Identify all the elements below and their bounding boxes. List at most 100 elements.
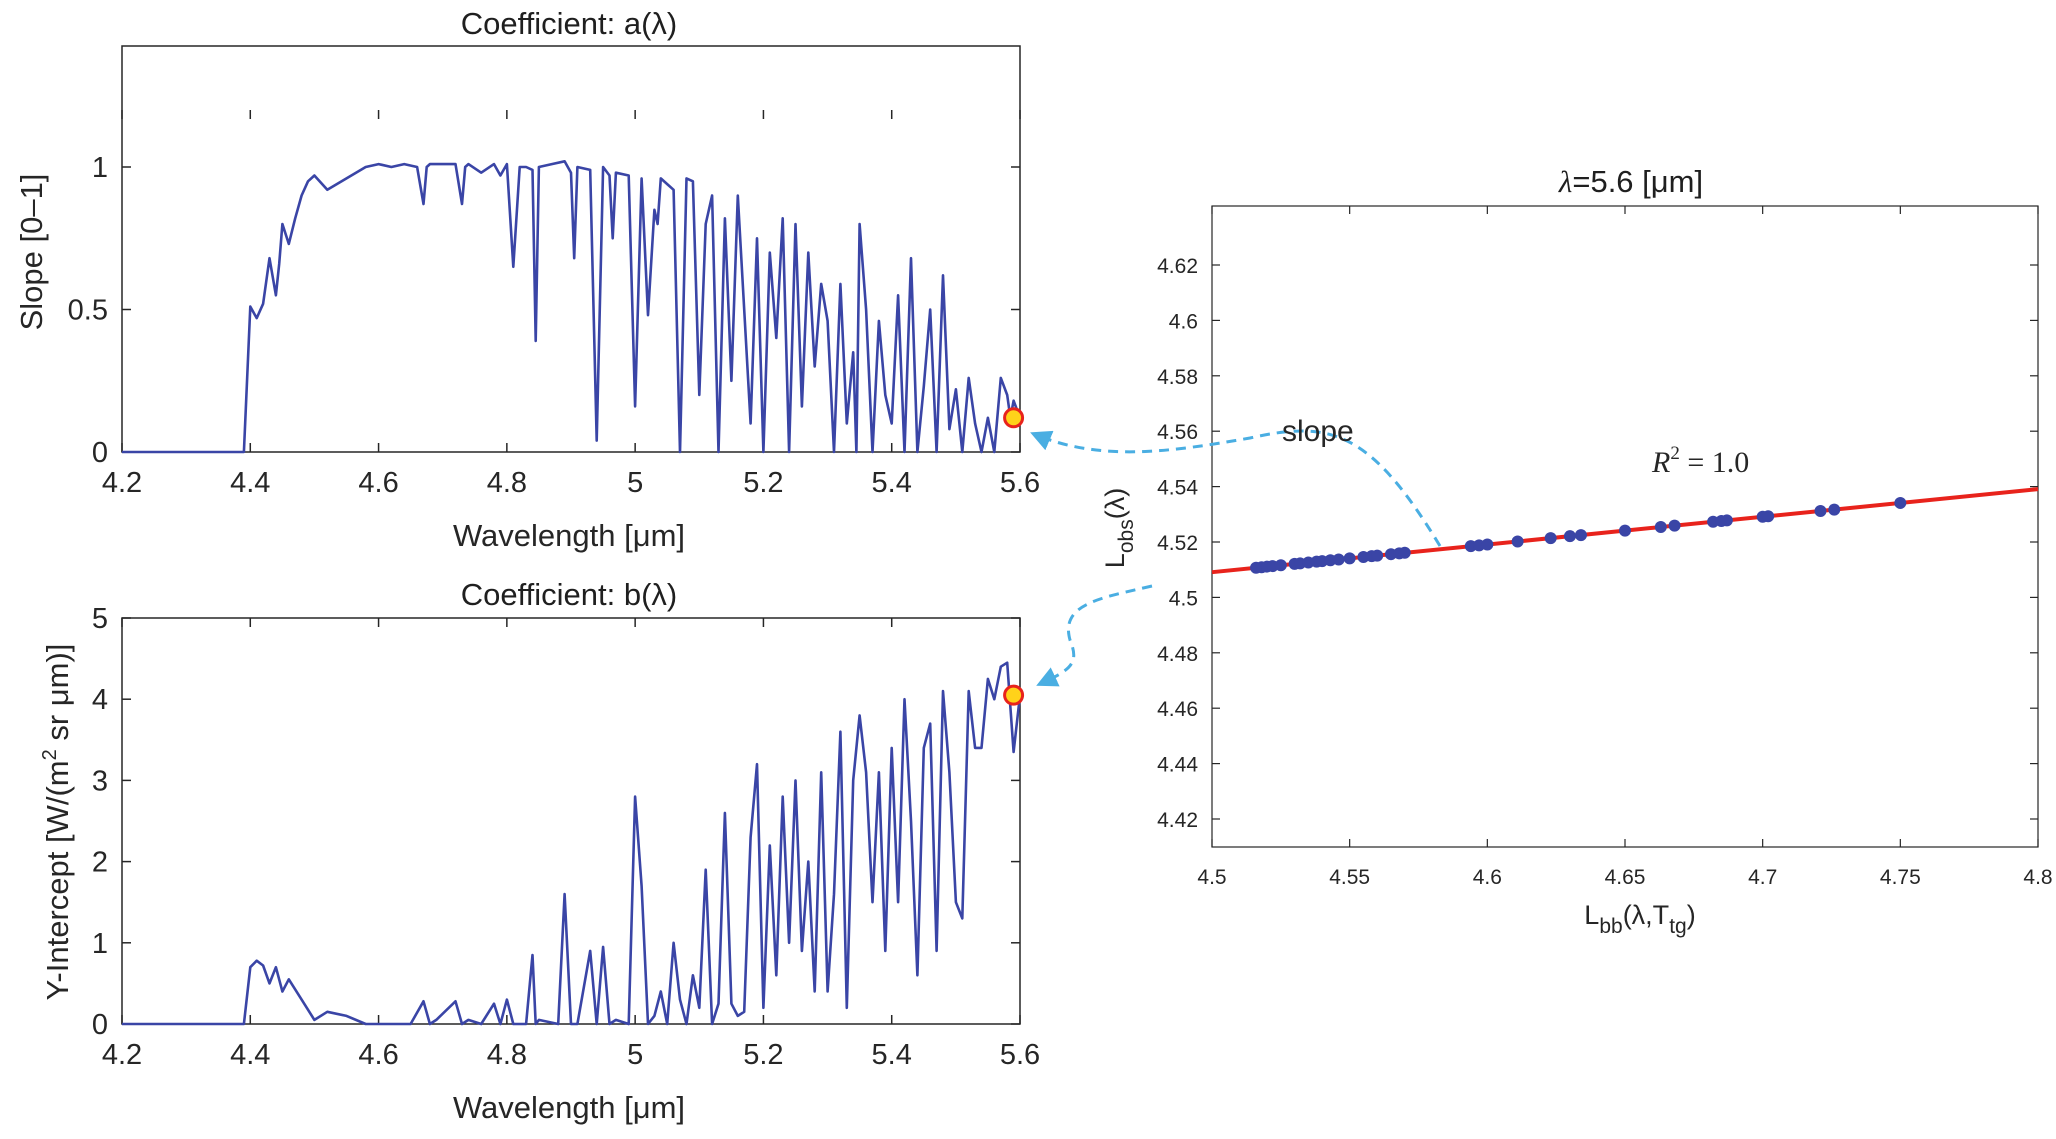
chart-intercept-ylabel-tail: sr μm)]: [40, 644, 75, 750]
slope-annotation: slope: [1282, 415, 1354, 448]
chart-regression-ytick-label: 4.42: [1157, 809, 1198, 832]
chart-regression-point: [1654, 521, 1667, 534]
chart-slope-xtick-label: 5.6: [1000, 467, 1040, 499]
chart-intercept-xlabel: Wavelength [μm]: [453, 1090, 685, 1125]
chart-intercept-xtick-label: 5.2: [743, 1039, 783, 1071]
chart-intercept-ylabel: Y-Intercept [W/(m2 sr μm)]: [39, 644, 75, 1001]
chart-slope-xtick-label: 4.6: [358, 467, 398, 499]
chart-regression-point: [1720, 514, 1733, 527]
chart-regression-title-text: =5.6 [μm]: [1572, 164, 1703, 199]
chart-regression-ytick-label: 4.52: [1157, 532, 1198, 555]
annotation-arrows: slope: [1030, 415, 1442, 687]
chart-regression-point: [1481, 538, 1494, 551]
chart-intercept-xtick-label: 4.2: [102, 1039, 142, 1071]
chart-regression-point: [1762, 510, 1775, 523]
chart-regression-points: [1250, 496, 1907, 574]
chart-slope-xlabel: Wavelength [μm]: [453, 518, 685, 553]
chart-regression-ytick-label: 4.5: [1169, 587, 1198, 610]
chart-regression-r2-value: = 1.0: [1680, 446, 1749, 479]
chart-slope-xtick-label: 4.2: [102, 467, 142, 499]
chart-regression-point: [1619, 524, 1631, 537]
chart-intercept-ytick-label: 0: [92, 1009, 108, 1041]
chart-regression-ylabel-main: L: [1100, 553, 1130, 568]
chart-slope-ylabel: Slope [0–1]: [14, 174, 49, 331]
slope-arrow: [1030, 429, 1442, 547]
chart-regression-yticks: 4.42 4.44 4.46 4.48 4.5 4.52 4.54 4.56 4.58 4.6 4.…: [1157, 255, 2038, 832]
chart-intercept-ytick-label: 3: [92, 765, 108, 797]
chart-slope-series-line: [122, 160, 1022, 454]
chart-regression-point: [1398, 546, 1411, 559]
chart-intercept-title: Coefficient: b(λ): [461, 577, 678, 612]
chart-intercept-xtick-label: 4.6: [358, 1039, 398, 1071]
chart-regression-xtick-label: 4.75: [1880, 866, 1921, 889]
chart-regression-xticks: 4.5 4.55 4.6 4.65 4.7 4.75 4.8: [1197, 206, 2053, 889]
chart-intercept-xtick-label: 5: [627, 1039, 643, 1071]
chart-intercept-ytick-label: 5: [92, 603, 108, 635]
chart-regression-ytick-label: 4.54: [1157, 477, 1198, 500]
chart-intercept-yticks: 0 1 2 3 4 5: [92, 603, 1020, 1041]
chart-regression-point: [1894, 496, 1907, 509]
chart-slope-xtick-label: 5.2: [743, 467, 783, 499]
chart-regression-ytick-label: 4.56: [1157, 421, 1198, 444]
chart-regression-ytick-label: 4.46: [1157, 698, 1198, 721]
chart-regression-point: [1828, 503, 1841, 516]
chart-regression-point: [1814, 504, 1827, 517]
chart-intercept-xtick-label: 5.4: [872, 1039, 912, 1071]
chart-regression-point: [1563, 530, 1576, 543]
chart-regression-xlabel-args: (λ,T: [1623, 900, 1670, 930]
chart-regression-xtick-label: 4.7: [1748, 866, 1777, 889]
chart-regression-ytick-label: 4.58: [1157, 366, 1198, 389]
chart-intercept-ylabel-main: Y-Intercept [W/(m: [40, 760, 75, 1000]
chart-regression-ytick-label: 4.44: [1157, 754, 1198, 777]
chart-regression-xlabel-main: L: [1584, 900, 1599, 930]
chart-regression-xlabel: Lbb(λ,Ttg): [1584, 900, 1695, 938]
chart-regression-r2-label: R: [1651, 446, 1670, 479]
chart-regression-xtick-label: 4.5: [1197, 866, 1226, 889]
chart-regression: λ=5.6 [μm] 4.5 4.55 4.6 4.65 4.7 4.75 4.8 4.42…: [1100, 164, 2053, 938]
chart-regression-point: [1574, 529, 1587, 542]
chart-regression-xtick-label: 4.6: [1473, 866, 1502, 889]
chart-regression-xtick-label: 4.65: [1605, 866, 1646, 889]
chart-slope-xtick-label: 4.4: [230, 467, 270, 499]
chart-slope-ytick-label: 0.5: [68, 295, 108, 327]
chart-regression-point: [1274, 559, 1287, 572]
chart-intercept-series-line: [122, 661, 1022, 1026]
chart-intercept-xticks: 4.2 4.4 4.6 4.8 5 5.2 5.4 5.6: [102, 618, 1040, 1071]
chart-slope-ytick-label: 0: [92, 437, 108, 469]
chart-regression-xlabel-sub: bb: [1599, 915, 1622, 938]
chart-regression-ytick-label: 4.62: [1157, 255, 1198, 278]
chart-regression-r2: R2 = 1.0: [1651, 443, 1749, 479]
chart-intercept-xtick-label: 4.8: [487, 1039, 527, 1071]
chart-intercept: Coefficient: b(λ) 4.2 4.4 4.6 4.8 5 5.2 5.4 5.6…: [39, 577, 1040, 1125]
chart-slope-xtick-label: 5: [627, 467, 643, 499]
chart-regression-xlabel-close: ): [1687, 900, 1696, 930]
chart-intercept-ytick-label: 1: [92, 928, 108, 960]
chart-intercept-highlight-marker: [1003, 684, 1025, 706]
chart-regression-ylabel: Lobs(λ): [1100, 488, 1138, 568]
chart-slope-yticks: 00.51: [68, 152, 1020, 469]
chart-intercept-ytick-label: 2: [92, 847, 108, 879]
chart-intercept-frame: [121, 617, 1021, 1025]
chart-slope-title: Coefficient: a(λ): [461, 6, 678, 41]
chart-regression-title: λ=5.6 [μm]: [1558, 164, 1703, 199]
chart-regression-ylabel-args: (λ): [1100, 488, 1130, 519]
chart-slope: Coefficient: a(λ) 4.2 4.4 4.6 4.8 5 5.2 5.4 5.6…: [14, 6, 1040, 553]
chart-regression-ylabel-sub: obs: [1115, 519, 1138, 553]
chart-regression-r2-sup: 2: [1670, 443, 1680, 464]
chart-regression-point: [1544, 532, 1557, 545]
chart-slope-xtick-label: 4.8: [487, 467, 527, 499]
chart-intercept-ytick-label: 4: [92, 684, 108, 716]
chart-slope-xticks: 4.2 4.4 4.6 4.8 5 5.2 5.4 5.6: [102, 110, 1040, 499]
chart-regression-xlabel-args-sub: tg: [1669, 915, 1687, 938]
chart-intercept-xtick-label: 5.6: [1000, 1039, 1040, 1071]
chart-intercept-xtick-label: 4.4: [230, 1039, 270, 1071]
chart-regression-xtick-label: 4.55: [1329, 866, 1370, 889]
chart-slope-ytick-label: 1: [92, 152, 108, 184]
chart-regression-title-symbol: λ: [1558, 164, 1572, 199]
chart-slope-highlight-marker: [1003, 407, 1025, 429]
chart-slope-xtick-label: 5.4: [872, 467, 912, 499]
chart-regression-point: [1332, 553, 1345, 566]
chart-regression-ytick-label: 4.6: [1169, 310, 1198, 333]
chart-intercept-ylabel-sup: 2: [39, 749, 61, 760]
